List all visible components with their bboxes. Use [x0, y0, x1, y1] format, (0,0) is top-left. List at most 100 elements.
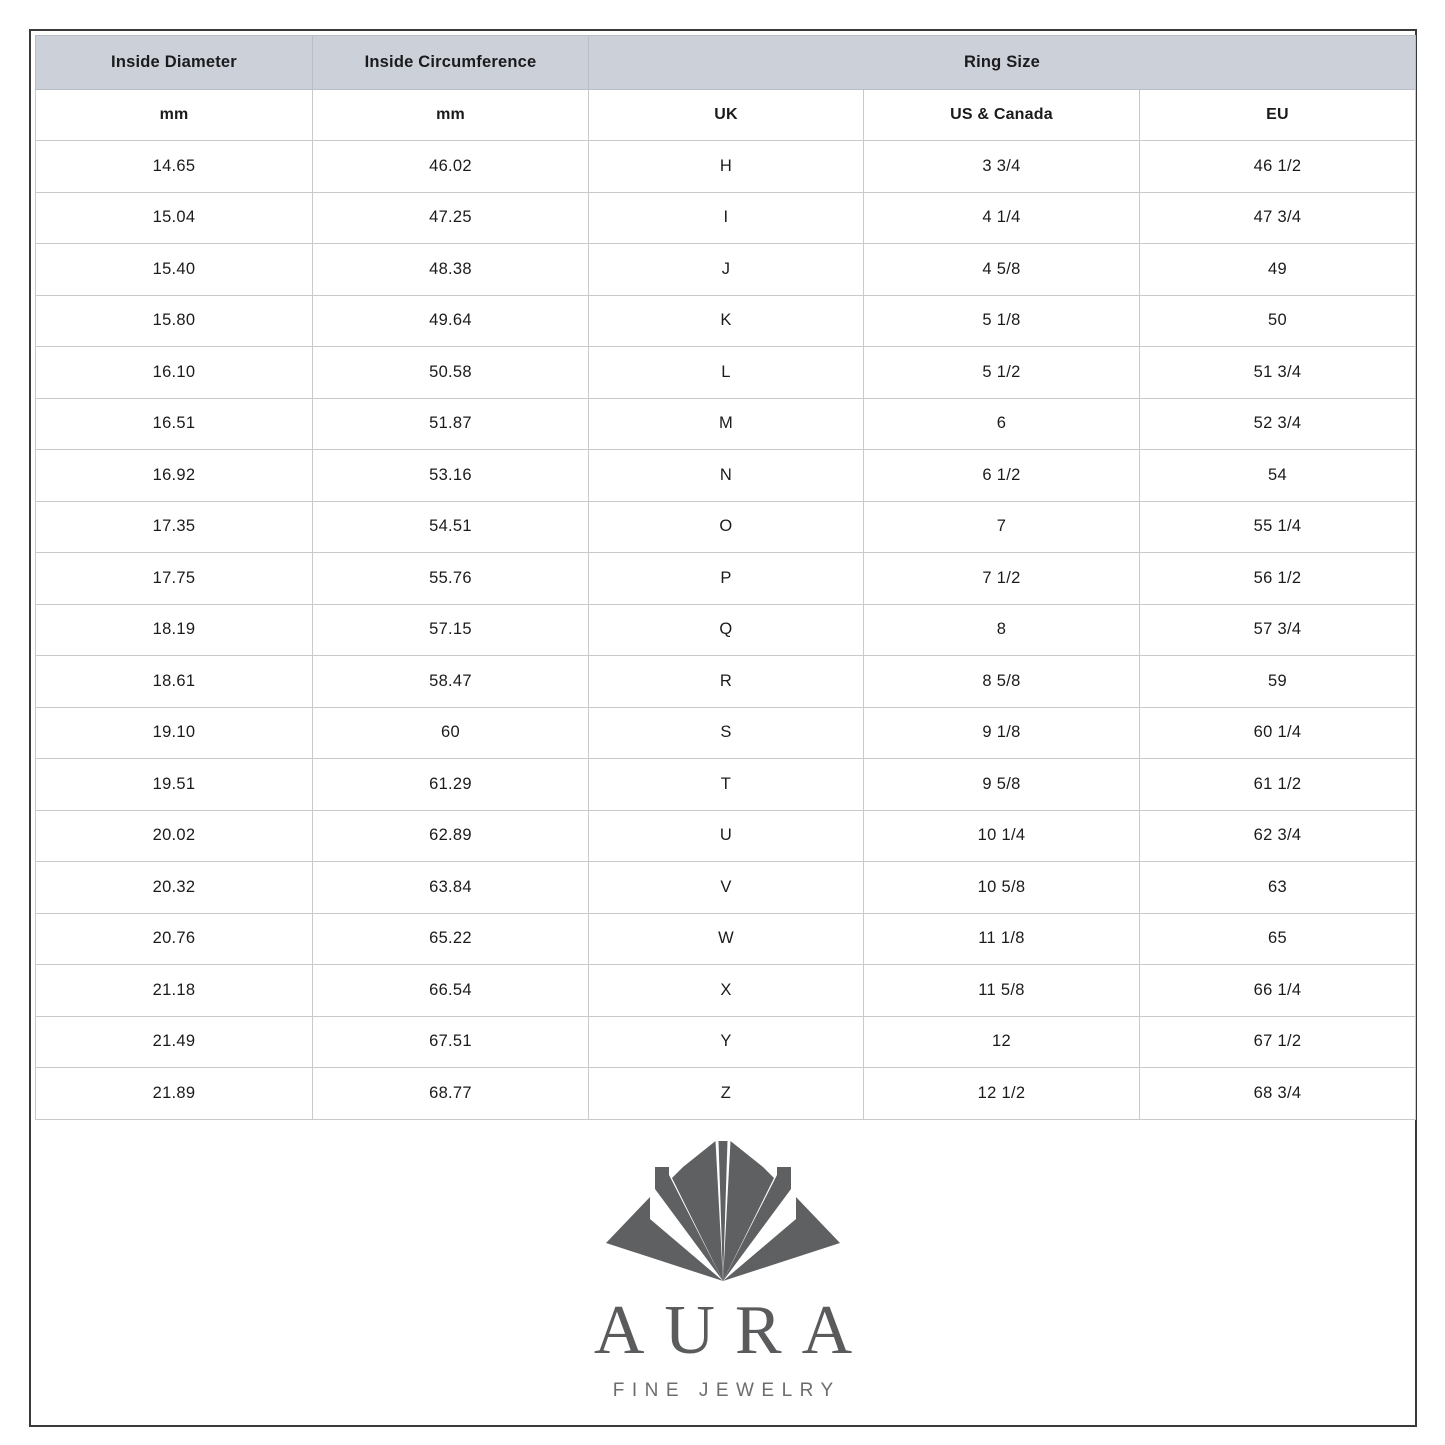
cell-uk-size: M: [588, 397, 864, 450]
cell-inside-diameter: 16.51: [35, 397, 313, 450]
cell-inside-diameter: 15.40: [35, 243, 313, 296]
cell-eu-size: 63: [1139, 861, 1416, 914]
cell-uk-size: O: [588, 500, 864, 553]
cell-uk-size: R: [588, 655, 864, 708]
table-row: 20.76 65.22 W 11 1/8 65: [35, 912, 1416, 965]
cell-uk-size: J: [588, 243, 864, 296]
table-row: 15.04 47.25 I 4 1/4 47 3/4: [35, 191, 1416, 244]
unit-header-diameter-mm: mm: [35, 89, 313, 141]
cell-uk-size: Z: [588, 1067, 864, 1120]
cell-uk-size: X: [588, 964, 864, 1017]
cell-inside-diameter: 16.92: [35, 449, 313, 502]
table-row: 19.51 61.29 T 9 5/8 61 1/2: [35, 758, 1416, 811]
table-row: 16.10 50.58 L 5 1/2 51 3/4: [35, 346, 1416, 399]
cell-inside-diameter: 17.75: [35, 552, 313, 605]
cell-inside-circumference: 67.51: [312, 1015, 589, 1068]
cell-eu-size: 47 3/4: [1139, 191, 1416, 244]
cell-inside-diameter: 14.65: [35, 140, 313, 193]
table-row: 21.18 66.54 X 11 5/8 66 1/4: [35, 964, 1416, 1017]
cell-us-canada-size: 5 1/8: [863, 294, 1140, 347]
cell-eu-size: 51 3/4: [1139, 346, 1416, 399]
cell-inside-circumference: 51.87: [312, 397, 589, 450]
cell-eu-size: 50: [1139, 294, 1416, 347]
table-row: 16.51 51.87 M 6 52 3/4: [35, 397, 1416, 450]
cell-uk-size: H: [588, 140, 864, 193]
cell-inside-diameter: 17.35: [35, 500, 313, 553]
table-row: 20.32 63.84 V 10 5/8 63: [35, 861, 1416, 914]
cell-uk-size: P: [588, 552, 864, 605]
cell-us-canada-size: 4 1/4: [863, 191, 1140, 244]
cell-eu-size: 55 1/4: [1139, 500, 1416, 553]
cell-inside-circumference: 57.15: [312, 603, 589, 656]
unit-header-row: mm mm UK US & Canada EU: [35, 89, 1416, 141]
cell-eu-size: 62 3/4: [1139, 809, 1416, 862]
cell-inside-circumference: 66.54: [312, 964, 589, 1017]
table-row: 18.61 58.47 R 8 5/8 59: [35, 655, 1416, 708]
cell-inside-circumference: 54.51: [312, 500, 589, 553]
cell-uk-size: I: [588, 191, 864, 244]
cell-inside-circumference: 47.25: [312, 191, 589, 244]
cell-us-canada-size: 12: [863, 1015, 1140, 1068]
cell-inside-circumference: 50.58: [312, 346, 589, 399]
cell-eu-size: 68 3/4: [1139, 1067, 1416, 1120]
table-row: 19.10 60 S 9 1/8 60 1/4: [35, 706, 1416, 759]
cell-inside-circumference: 48.38: [312, 243, 589, 296]
cell-us-canada-size: 7 1/2: [863, 552, 1140, 605]
cell-inside-circumference: 62.89: [312, 809, 589, 862]
cell-us-canada-size: 6 1/2: [863, 449, 1140, 502]
table-row: 21.49 67.51 Y 12 67 1/2: [35, 1015, 1416, 1068]
cell-us-canada-size: 10 1/4: [863, 809, 1140, 862]
group-header-row: Inside Diameter Inside Circumference Rin…: [35, 35, 1416, 90]
table-row: 21.89 68.77 Z 12 1/2 68 3/4: [35, 1067, 1416, 1120]
cell-eu-size: 66 1/4: [1139, 964, 1416, 1017]
cell-inside-circumference: 60: [312, 706, 589, 759]
unit-header-circumference-mm: mm: [312, 89, 589, 141]
cell-uk-size: L: [588, 346, 864, 399]
cell-eu-size: 65: [1139, 912, 1416, 965]
cell-us-canada-size: 7: [863, 500, 1140, 553]
cell-us-canada-size: 9 5/8: [863, 758, 1140, 811]
group-header-inside-circumference: Inside Circumference: [312, 35, 589, 90]
table-head: Inside Diameter Inside Circumference Rin…: [35, 35, 1416, 141]
cell-inside-diameter: 19.51: [35, 758, 313, 811]
cell-eu-size: 67 1/2: [1139, 1015, 1416, 1068]
brand-block: AURA FINE JEWELRY: [31, 1131, 1415, 1402]
cell-eu-size: 57 3/4: [1139, 603, 1416, 656]
table-row: 16.92 53.16 N 6 1/2 54: [35, 449, 1416, 502]
cell-us-canada-size: 3 3/4: [863, 140, 1140, 193]
cell-uk-size: V: [588, 861, 864, 914]
cell-eu-size: 61 1/2: [1139, 758, 1416, 811]
cell-inside-diameter: 21.49: [35, 1015, 313, 1068]
cell-us-canada-size: 11 5/8: [863, 964, 1140, 1017]
cell-us-canada-size: 4 5/8: [863, 243, 1140, 296]
cell-inside-circumference: 55.76: [312, 552, 589, 605]
cell-us-canada-size: 5 1/2: [863, 346, 1140, 399]
cell-inside-diameter: 18.19: [35, 603, 313, 656]
cell-inside-circumference: 63.84: [312, 861, 589, 914]
group-header-inside-diameter: Inside Diameter: [35, 35, 313, 90]
cell-inside-diameter: 16.10: [35, 346, 313, 399]
unit-header-us-canada: US & Canada: [863, 89, 1140, 141]
cell-uk-size: S: [588, 706, 864, 759]
cell-uk-size: N: [588, 449, 864, 502]
table-body: 14.65 46.02 H 3 3/4 46 1/2 15.04 47.25 I 4 1/4 47…: [35, 140, 1416, 1120]
cell-uk-size: K: [588, 294, 864, 347]
cell-inside-circumference: 49.64: [312, 294, 589, 347]
table-row: 17.35 54.51 O 7 55 1/4: [35, 500, 1416, 553]
cell-inside-circumference: 68.77: [312, 1067, 589, 1120]
cell-us-canada-size: 6: [863, 397, 1140, 450]
cell-uk-size: W: [588, 912, 864, 965]
group-header-ring-size: Ring Size: [588, 35, 1416, 90]
brand-name: AURA: [593, 1292, 873, 1369]
cell-inside-diameter: 20.76: [35, 912, 313, 965]
cell-inside-diameter: 20.32: [35, 861, 313, 914]
cell-inside-circumference: 61.29: [312, 758, 589, 811]
cell-eu-size: 46 1/2: [1139, 140, 1416, 193]
cell-eu-size: 54: [1139, 449, 1416, 502]
cell-uk-size: T: [588, 758, 864, 811]
cell-inside-circumference: 53.16: [312, 449, 589, 502]
table-row: 18.19 57.15 Q 8 57 3/4: [35, 603, 1416, 656]
cell-inside-circumference: 46.02: [312, 140, 589, 193]
brand-tagline: FINE JEWELRY: [612, 1379, 841, 1401]
cell-inside-diameter: 21.89: [35, 1067, 313, 1120]
